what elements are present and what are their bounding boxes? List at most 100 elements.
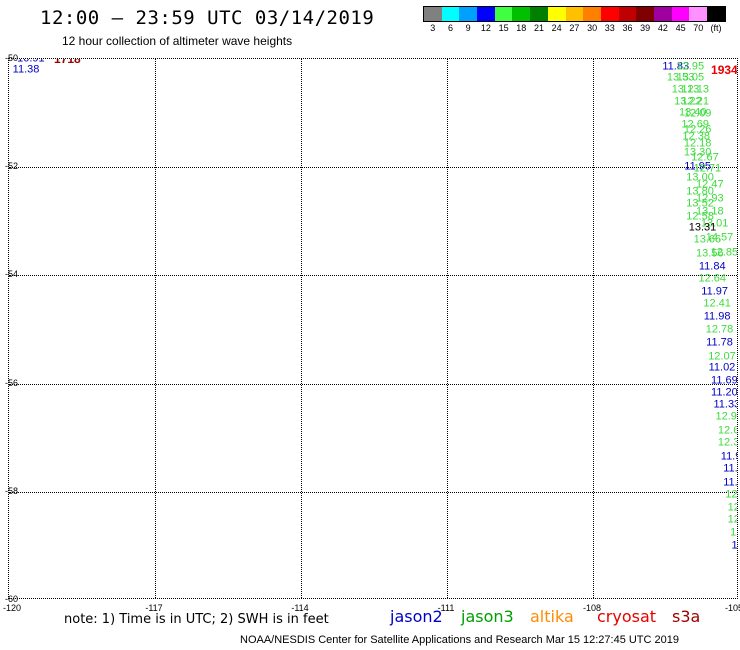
- wave-height-point: 11.98: [703, 310, 731, 323]
- color-scale-bar: [423, 6, 726, 22]
- color-scale-label: 12: [480, 23, 491, 33]
- wave-height-point: 13.52: [686, 197, 714, 210]
- wave-height-point: 11.69: [711, 374, 738, 387]
- grid-line-vertical: [593, 59, 594, 598]
- wave-height-point: 12.60: [717, 424, 737, 437]
- wave-height-point: 11.30: [723, 462, 738, 475]
- y-tick-label: -60: [5, 594, 19, 604]
- wave-height-point: 12.95: [676, 60, 705, 73]
- wave-height-point: 13.22: [674, 95, 702, 108]
- wave-height-point: 11.06: [731, 539, 737, 552]
- wave-height-point: 12.05: [725, 488, 738, 500]
- x-tick-label: -120: [2, 603, 22, 613]
- wave-height-point: 12.09: [683, 107, 712, 120]
- color-scale-label: 6: [447, 23, 454, 33]
- wave-height-point: 11.23: [723, 476, 738, 489]
- color-swatch: [618, 7, 637, 21]
- y-tick-label: -52: [5, 161, 19, 172]
- color-scale-label: 3: [430, 23, 436, 33]
- wave-height-point: 13.66: [693, 233, 722, 246]
- color-swatch: [459, 7, 478, 21]
- wave-height-point: 12.30: [727, 501, 737, 514]
- color-scale-label: 70: [693, 23, 704, 33]
- wave-height-point: 12.85: [710, 246, 738, 259]
- x-tick-label: -114: [291, 603, 309, 613]
- legend-item-altika: altika: [530, 607, 574, 626]
- wave-height-point: 12.78: [705, 323, 734, 335]
- wave-height-point: 10.91: [17, 58, 45, 65]
- y-tick-label: -50: [5, 53, 19, 63]
- wave-height-point: 12.63: [727, 513, 737, 526]
- wave-height-point: 13.00: [686, 171, 714, 184]
- wave-height-point: 11.83: [662, 60, 690, 73]
- wave-height-point: 12.69: [681, 118, 709, 131]
- x-tick-label: -111: [437, 603, 455, 613]
- y-tick-label: -56: [5, 377, 19, 388]
- wave-height-point: 11.38: [12, 63, 40, 76]
- color-scale-label: 15: [498, 23, 509, 33]
- wave-height-point: 13.30: [683, 146, 712, 159]
- wave-height-point: 13.13: [671, 83, 700, 96]
- wave-height-point: 12.39: [717, 436, 737, 449]
- grid-line-vertical: [155, 59, 156, 598]
- color-scale-label: 24: [551, 23, 562, 33]
- wave-height-point: 12.13: [681, 83, 709, 96]
- wave-height-point: 14.57: [705, 231, 734, 244]
- color-swatch: [653, 7, 672, 21]
- color-swatch: [636, 7, 654, 21]
- wave-height-point: 11.95: [684, 160, 711, 173]
- wave-height-point: 13.53: [666, 71, 695, 84]
- legend-item-cryosat: cryosat: [597, 607, 657, 626]
- wave-height-point: 13.80: [686, 185, 714, 198]
- grid-line-horizontal: [9, 491, 737, 493]
- wave-height-point: 12.07: [708, 350, 736, 363]
- color-scale-label: 30: [587, 23, 598, 33]
- wave-height-point: 13.05: [676, 71, 705, 84]
- color-swatch: [547, 7, 566, 21]
- grid-line-vertical: [301, 59, 302, 598]
- wave-height-point: 12.20: [730, 526, 737, 539]
- wave-height-point: 12.71: [693, 162, 722, 175]
- map-plot-area: 10.91 11.38 11.83 12.95 13.53 13.05 13.13 12.13…: [8, 58, 738, 599]
- wave-height-point: 12.18: [683, 137, 712, 150]
- footer-note: note: 1) Time is in UTC; 2) SWH is in fe…: [64, 612, 329, 627]
- color-swatch: [707, 7, 725, 21]
- wave-height-point: 13.31: [688, 221, 717, 234]
- wave-height-point: 12.21: [681, 95, 709, 108]
- wave-height-point: 12.38: [682, 130, 710, 143]
- wave-height-point: 12.64: [698, 272, 726, 285]
- color-swatch: [583, 7, 601, 21]
- wave-height-point: 12.26: [683, 123, 712, 136]
- color-swatch: [600, 7, 619, 21]
- map-title: 12:00 – 23:59 UTC 03/14/2019: [40, 7, 375, 29]
- color-scale-label: 33: [604, 23, 615, 33]
- wave-height-point: 11.93: [720, 450, 737, 463]
- wave-height-point: 12.67: [691, 151, 719, 164]
- color-swatch: [512, 7, 531, 21]
- color-swatch: [689, 7, 707, 21]
- color-scale-label: 18: [516, 23, 527, 33]
- wave-height-point: 12.97: [715, 410, 738, 423]
- wave-height-point: 12.58: [686, 210, 714, 223]
- legend-item-s3a: s3a: [672, 607, 701, 626]
- color-scale-label: (ft): [710, 23, 722, 33]
- wave-height-point: 11.78: [706, 336, 733, 349]
- color-scale-label: 9: [465, 23, 471, 33]
- wave-height-point: 11.33: [713, 398, 738, 411]
- y-tick-label: -54: [5, 269, 19, 280]
- color-scale-label: 27: [569, 23, 580, 33]
- wave-height-point: 13.01: [700, 217, 729, 230]
- wave-height-point: 13.9: [736, 275, 737, 286]
- grid-line-horizontal: [9, 275, 737, 277]
- color-swatch: [671, 7, 690, 21]
- grid-line-horizontal: [9, 167, 737, 169]
- color-swatch: [477, 7, 495, 21]
- wave-height-point: 13.18: [696, 205, 724, 218]
- color-swatch: [494, 7, 513, 21]
- color-swatch: [441, 7, 460, 21]
- x-tick-label: -117: [145, 603, 163, 613]
- color-swatch: [565, 7, 584, 21]
- wave-height-point: 13.0: [736, 552, 737, 563]
- color-swatch: [424, 7, 442, 21]
- pass-time-label: 134: [736, 177, 737, 189]
